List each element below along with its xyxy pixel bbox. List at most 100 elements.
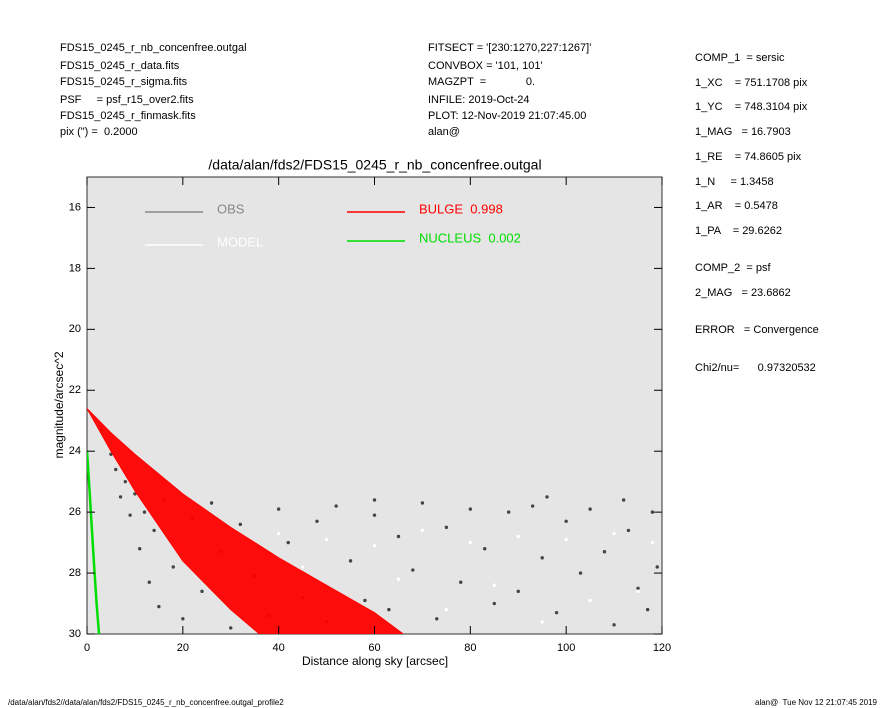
data-point xyxy=(396,577,401,581)
data-point xyxy=(229,626,233,630)
data-point xyxy=(276,531,281,536)
header-line: Chi2/nu= 0.97320532 xyxy=(695,362,816,374)
data-point xyxy=(118,495,123,499)
data-point xyxy=(128,513,132,517)
x-tick-label: 120 xyxy=(653,642,671,654)
data-point xyxy=(636,589,640,594)
profile-line xyxy=(87,451,101,634)
header-line: FDS15_0245_r_nb_concenfree.outgal xyxy=(60,42,247,54)
data-point xyxy=(612,531,616,536)
band-edge xyxy=(87,408,260,634)
data-point xyxy=(612,623,616,627)
data-point xyxy=(444,525,449,530)
data-point xyxy=(435,617,439,621)
header-line: 1_RE = 74.8605 pix xyxy=(695,151,802,163)
header-line: PSF = psf_r15_over2.fits xyxy=(60,94,194,106)
data-point xyxy=(300,565,305,569)
data-point xyxy=(636,586,640,590)
header-line: INFILE: 2019-Oct-24 xyxy=(428,94,530,106)
data-point xyxy=(564,537,568,542)
data-point xyxy=(142,510,147,514)
data-point xyxy=(530,504,535,508)
data-point xyxy=(420,501,425,505)
data-point xyxy=(564,519,568,523)
header-line: 1_MAG = 16.7903 xyxy=(695,126,791,138)
header-line: COMP_1 = sersic xyxy=(695,52,785,64)
legend-label: MODEL xyxy=(217,234,263,249)
data-point xyxy=(516,589,520,594)
header-line: MAGZPT = 0. xyxy=(428,76,535,88)
header-line: 2_MAG = 23.6862 xyxy=(695,287,791,299)
y-tick-label: 28 xyxy=(69,567,81,579)
y-tick-label: 18 xyxy=(69,262,81,274)
data-point xyxy=(621,498,626,502)
data-point xyxy=(138,546,142,551)
y-tick-label: 20 xyxy=(69,323,81,335)
data-point xyxy=(650,540,655,545)
plot-marks xyxy=(87,408,659,634)
y-tick-label: 22 xyxy=(69,384,81,396)
header-line: 1_PA = 29.6262 xyxy=(695,225,782,237)
data-point xyxy=(152,528,156,533)
header-line: FDS15_0245_r_sigma.fits xyxy=(60,76,188,88)
data-point xyxy=(483,546,487,551)
y-tick-label: 30 xyxy=(69,628,81,640)
data-point xyxy=(420,528,425,533)
header-line: CONVBOX = '101, 101' xyxy=(428,60,543,72)
footer-right: alan@ Tue Nov 12 21:07:45 2019 xyxy=(755,698,878,707)
data-point xyxy=(334,504,338,508)
data-point xyxy=(554,610,559,615)
header-line: alan@ xyxy=(428,126,460,138)
data-point xyxy=(602,550,607,554)
data-point xyxy=(324,537,329,542)
data-point xyxy=(655,565,659,569)
data-point xyxy=(650,510,655,514)
data-point xyxy=(315,519,319,523)
data-point xyxy=(645,607,650,612)
chart-title: /data/alan/fds2/FDS15_0245_r_nb_concenfr… xyxy=(208,157,541,173)
data-point xyxy=(492,583,496,587)
x-tick-label: 80 xyxy=(464,642,476,654)
data-point xyxy=(396,534,401,539)
x-axis-label: Distance along sky [arcsec] xyxy=(302,654,448,668)
data-point xyxy=(516,534,520,539)
data-point xyxy=(157,604,161,609)
data-point xyxy=(363,598,367,603)
data-point xyxy=(372,498,377,502)
header-line: 1_N = 1.3458 xyxy=(695,176,774,188)
data-point xyxy=(506,510,511,514)
data-point xyxy=(238,522,243,527)
data-point xyxy=(411,568,415,572)
footer-left: /data/alan/fds2//data/alan/fds2/FDS15_02… xyxy=(8,698,284,707)
header-line: pix (") = 0.2000 xyxy=(60,126,138,138)
y-tick-label: 26 xyxy=(69,506,81,518)
data-point xyxy=(626,528,631,533)
header-line: 1_XC = 751.1708 pix xyxy=(695,77,808,89)
header-line: FDS15_0245_r_finmask.fits xyxy=(60,110,196,122)
header-line: ERROR = Convergence xyxy=(695,324,819,336)
data-point xyxy=(588,507,592,511)
data-point xyxy=(372,543,377,548)
data-point xyxy=(276,507,281,511)
data-point xyxy=(372,513,377,517)
y-axis-label: magnitude/arcsec^2 xyxy=(52,351,66,458)
data-point xyxy=(114,467,118,472)
data-point xyxy=(540,556,544,560)
data-point xyxy=(588,598,592,603)
data-point xyxy=(545,495,549,499)
data-point xyxy=(468,540,473,545)
data-point xyxy=(181,617,185,621)
header-line: 1_YC = 748.3104 pix xyxy=(695,101,808,113)
data-point xyxy=(147,580,151,584)
data-point xyxy=(468,507,473,511)
data-point xyxy=(492,601,496,606)
data-point xyxy=(444,607,449,612)
data-point xyxy=(540,620,544,624)
data-point xyxy=(459,580,463,584)
data-point xyxy=(286,540,290,545)
legend-label: BULGE 0.998 xyxy=(419,201,503,216)
legend-label: NUCLEUS 0.002 xyxy=(419,230,521,245)
x-tick-label: 0 xyxy=(84,642,90,654)
y-tick-label: 16 xyxy=(69,201,81,213)
